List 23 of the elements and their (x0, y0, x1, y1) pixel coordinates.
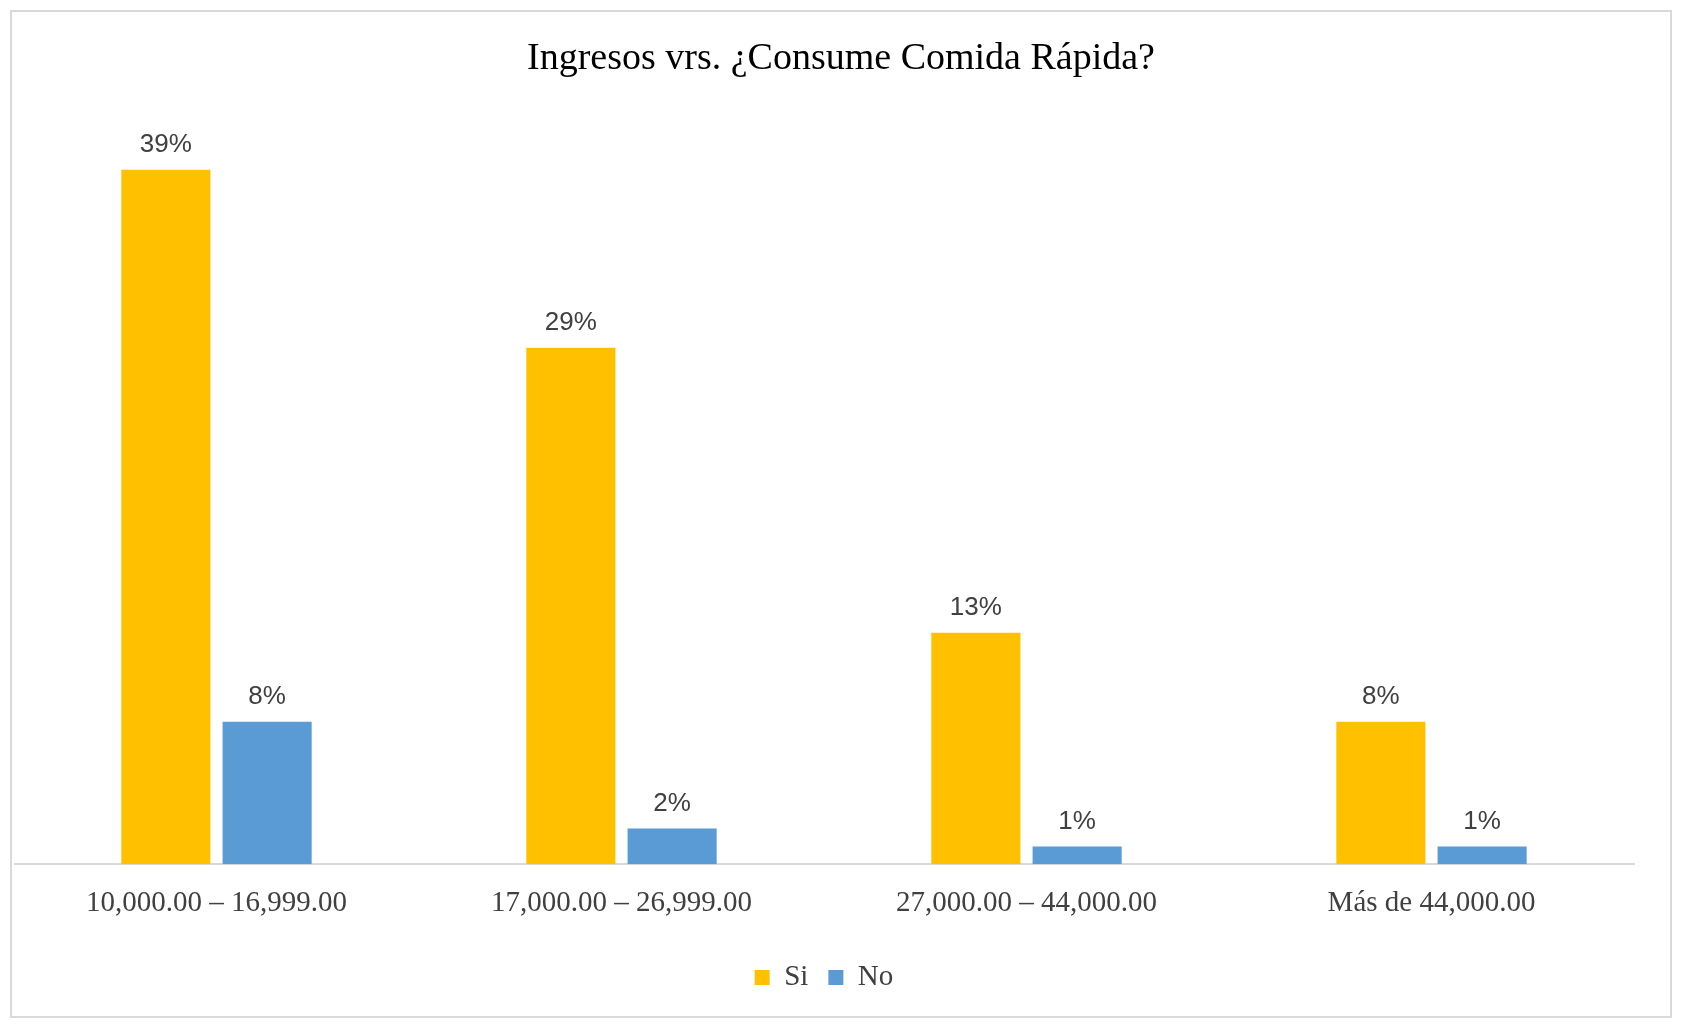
data-label: 1% (1463, 804, 1501, 835)
data-label: 8% (248, 679, 286, 710)
bar (1032, 846, 1122, 865)
bar (121, 169, 211, 865)
bar (1437, 846, 1527, 865)
bar (627, 828, 717, 865)
data-label: 8% (1362, 679, 1400, 710)
bar (526, 347, 616, 865)
data-label: 1% (1058, 804, 1096, 835)
bar (222, 721, 312, 865)
x-tick-label: 17,000.00 – 26,999.00 (491, 885, 752, 918)
chart-title: Ingresos vrs. ¿Consume Comida Rápida? (526, 34, 1156, 78)
bar (1336, 721, 1426, 865)
bar (931, 632, 1021, 865)
data-label: 29% (544, 306, 597, 337)
data-label: 39% (139, 127, 192, 158)
data-label: 2% (653, 786, 691, 817)
legend-label: Si (784, 959, 809, 992)
x-tick-label: 10,000.00 – 16,999.00 (86, 885, 347, 918)
x-tick-label: Más de 44,000.00 (1327, 885, 1536, 918)
x-tick-label: 27,000.00 – 44,000.00 (896, 885, 1157, 918)
legend-label: No (857, 959, 894, 992)
data-label: 13% (949, 590, 1002, 621)
